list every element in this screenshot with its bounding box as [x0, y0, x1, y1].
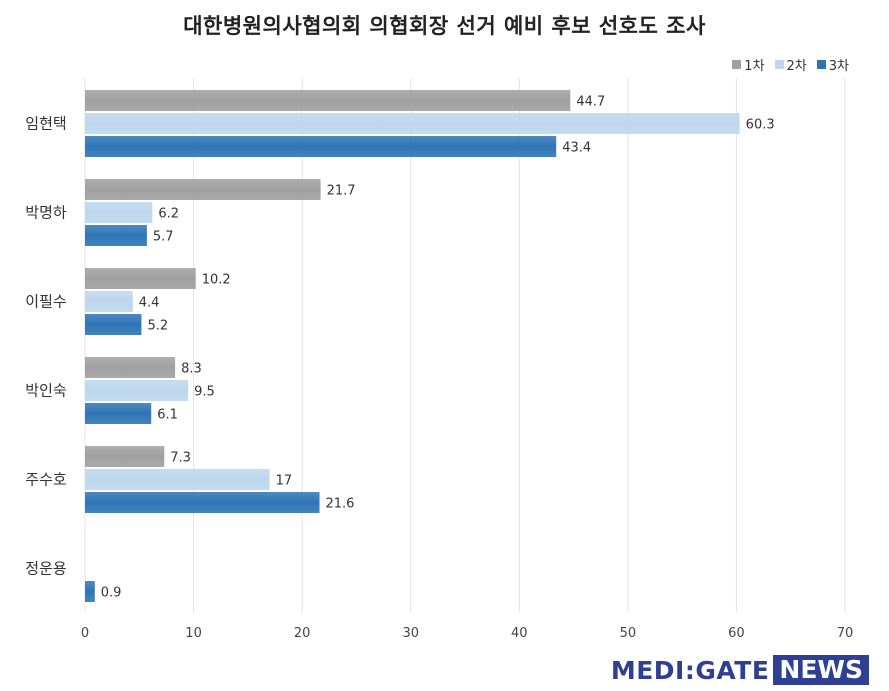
- legend-label-1: 1차: [744, 59, 765, 74]
- category-label-5: 정운용: [25, 560, 66, 578]
- bar-0-2: [85, 136, 557, 157]
- x-tick-label-7: 70: [837, 626, 854, 641]
- x-tick-label-6: 60: [728, 626, 745, 641]
- legend: 1차 2차 3차: [732, 55, 849, 74]
- bar-3-0: [85, 357, 176, 378]
- value-label-2-1: 4.4: [139, 296, 160, 311]
- legend-swatch-3: [816, 60, 826, 69]
- value-label-2-0: 10.2: [202, 273, 231, 288]
- bar-0-1: [85, 113, 740, 134]
- value-label-5-2: 0.9: [101, 586, 122, 601]
- bar-1-1: [85, 202, 153, 223]
- bar-1-0: [85, 179, 321, 200]
- category-label-2: 이필수: [25, 293, 66, 311]
- legend-item-1: 1차: [732, 55, 765, 74]
- value-label-0-1: 60.3: [746, 118, 775, 133]
- value-label-3-2: 6.1: [157, 408, 178, 423]
- category-label-1: 박명하: [25, 204, 67, 222]
- logo-main-text: MEDI:GATE: [610, 655, 770, 685]
- x-tick-label-4: 40: [511, 626, 528, 641]
- chart-title: 대한병원의사협의회 의협회장 선거 예비 후보 선호도 조사: [183, 14, 706, 38]
- value-label-1-2: 5.7: [153, 230, 174, 245]
- value-label-4-2: 21.6: [326, 497, 355, 512]
- value-label-0-2: 43.4: [562, 141, 591, 156]
- medigate-news-logo: MEDI:GATE NEWS: [611, 655, 869, 685]
- value-label-0-0: 44.7: [576, 95, 605, 110]
- x-tick-label-2: 20: [294, 626, 311, 641]
- category-label-3: 박인숙: [25, 382, 66, 400]
- legend-label-3: 3차: [828, 59, 849, 74]
- value-label-1-0: 21.7: [327, 184, 356, 199]
- legend-item-3: 3차: [816, 55, 849, 74]
- value-label-4-0: 7.3: [170, 451, 191, 466]
- legend-item-2: 2차: [774, 55, 807, 74]
- value-label-1-1: 6.2: [158, 207, 179, 222]
- legend-swatch-1: [732, 60, 742, 69]
- bar-0-0: [85, 90, 571, 111]
- x-tick-label-1: 10: [185, 626, 202, 641]
- bar-4-0: [85, 446, 165, 467]
- bar-3-1: [85, 380, 189, 401]
- bar-5-2: [85, 581, 95, 602]
- value-label-3-0: 8.3: [181, 362, 202, 377]
- bar-4-1: [85, 469, 270, 490]
- bar-4-2: [85, 492, 320, 513]
- bar-1-2: [85, 225, 147, 246]
- legend-swatch-2: [774, 60, 784, 69]
- bar-2-1: [85, 291, 133, 312]
- value-label-3-1: 9.5: [194, 385, 215, 400]
- category-label-0: 임현택: [25, 115, 66, 133]
- x-tick-label-3: 30: [402, 626, 419, 641]
- logo-box-text: NEWS: [773, 655, 869, 685]
- bar-2-2: [85, 314, 142, 335]
- x-tick-label-5: 50: [620, 626, 637, 641]
- value-label-4-1: 17: [276, 474, 293, 489]
- category-label-4: 주수호: [25, 471, 67, 489]
- bar-3-2: [85, 403, 152, 424]
- x-tick-label-0: 0: [81, 626, 89, 641]
- legend-label-2: 2차: [786, 59, 807, 74]
- value-label-2-2: 5.2: [147, 319, 168, 334]
- bar-2-0: [85, 268, 196, 289]
